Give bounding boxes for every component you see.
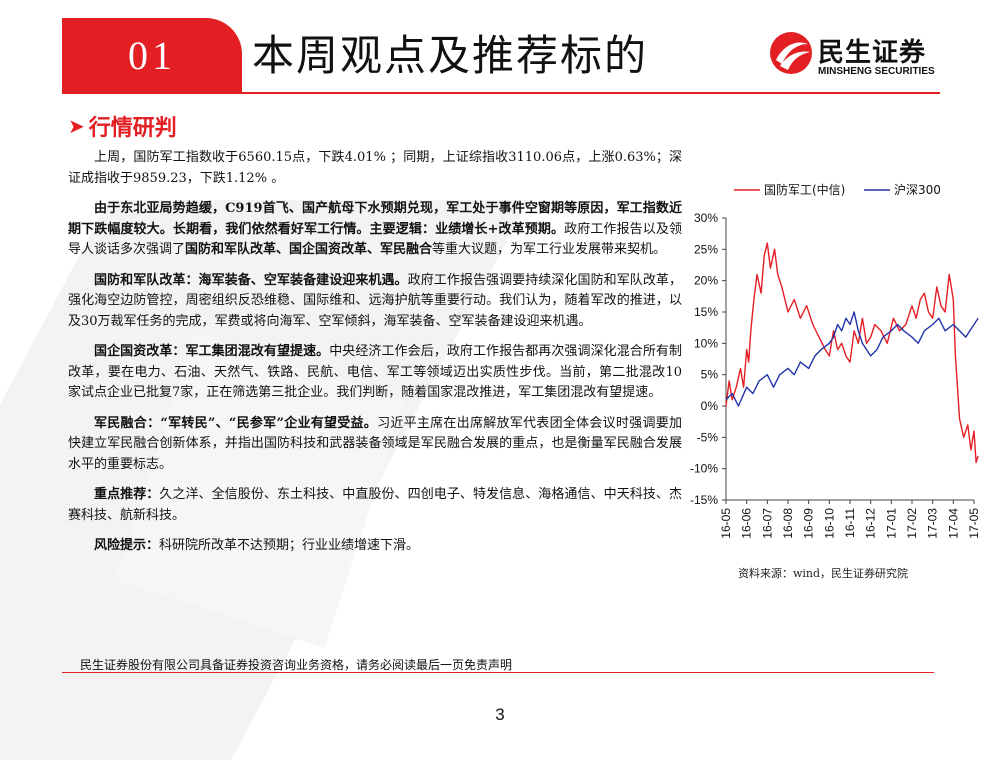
bold-text-segment: 国企国资改革：军工集团混改有望提速。 (94, 344, 330, 359)
y-tick-label: 5% (701, 368, 719, 382)
page-title: 本周观点及推荐标的 (252, 31, 649, 80)
series-line-0 (725, 242, 979, 464)
series-line-1 (725, 311, 979, 407)
logo-english-name: MINSHENG SECURITIES (818, 66, 935, 77)
x-tick-label: 16-08 (781, 508, 795, 539)
y-tick-label: 25% (694, 242, 718, 256)
x-tick-label: 17-04 (946, 508, 960, 539)
x-tick-label: 16-12 (864, 508, 878, 539)
text-segment: 政府工作报告强调要持续深化国防和军队改革，强化海空边防管控，周密组织反恐维稳、国… (68, 272, 682, 329)
paragraph: 由于东北亚局势趋缓，C919首飞、国产航母下水预期兑现，军工处于事件空窗期等原因… (68, 199, 682, 261)
x-tick-label: 16-10 (822, 508, 836, 539)
logo-chinese-name: 民生证券 (818, 38, 927, 68)
x-tick-label: 16-11 (843, 508, 857, 538)
y-tick-label: 15% (694, 305, 718, 319)
bold-text-segment: 国防和军队改革、国企国资改革、军民融合 (185, 242, 433, 257)
line-chart: 30% 25% 20% 15% 10% 5% 0% -5% -10% -15%16-05 16-06… (690, 182, 981, 539)
text-segment: 科研院所改革不达预期；行业业绩增速下滑。 (159, 538, 420, 553)
x-tick-label: 17-01 (884, 508, 898, 539)
title-divider (62, 92, 940, 94)
y-tick-label: -5% (697, 430, 719, 444)
paragraph: 军民融合：“军转民”、“民参军”企业有望受益。习近平主席在出席解放军代表团全体会… (68, 414, 682, 476)
text-segment: 等重大议题，为军工行业发展带来契机。 (432, 242, 667, 257)
chart-source: 资料来源：wind，民生证券研究院 (738, 567, 909, 580)
legend-label: 沪深300 (894, 183, 941, 197)
y-tick-label: 20% (694, 274, 718, 288)
bold-text-segment: 国防和军队改革：海军装备、空军装备建设迎来机遇。 (94, 272, 408, 288)
x-tick-label: 17-02 (905, 508, 919, 539)
y-tick-label: -10% (690, 462, 718, 476)
body-text: 上周，国防军工指数收于6560.15点，下跌4.01% ；同期，上证综指收311… (68, 148, 682, 567)
page-number: 3 (495, 705, 505, 724)
y-tick-label: 30% (694, 211, 718, 225)
x-tick-label: 16-07 (760, 508, 774, 539)
logo-emblem-icon (770, 32, 812, 74)
paragraph: 重点推荐：久之洋、全信股份、东土科技、中直股份、四创电子、特发信息、海格通信、中… (68, 485, 682, 526)
x-tick-label: 16-05 (719, 508, 733, 539)
footer-divider (62, 672, 934, 673)
paragraph: 风险提示：科研院所改革不达预期；行业业绩增速下滑。 (68, 536, 682, 557)
x-tick-label: 17-05 (967, 508, 981, 539)
text-segment: 久之洋、全信股份、东土科技、中直股份、四创电子、特发信息、海格通信、中天科技、杰… (68, 487, 682, 523)
paragraph: 国防和军队改革：海军装备、空军装备建设迎来机遇。政府工作报告强调要持续深化国防和… (68, 271, 682, 333)
section-heading: ➤ 行情研判 (68, 110, 177, 142)
y-tick-label: -15% (690, 493, 718, 507)
slide-number: 01 (128, 32, 176, 78)
paragraph: 国企国资改革：军工集团混改有望提速。中央经济工作会后，政府工作报告都再次强调深化… (68, 342, 682, 404)
bold-text-segment: 军民融合：“军转民”、“民参军”企业有望受益。 (94, 415, 378, 431)
x-tick-label: 17-03 (926, 508, 940, 539)
y-tick-label: 10% (694, 336, 718, 350)
footer-disclaimer: 民生证券股份有限公司具备证券投资咨询业务资格，请务必阅读最后一页免责声明 (80, 658, 513, 672)
x-tick-label: 16-09 (802, 508, 816, 539)
slide-number-tab: 01 (62, 18, 242, 92)
bold-text-segment: 由于东北亚局势趋缓，C919首飞、国产航母下水预期兑现，军工处于事件空窗期等原因… (68, 201, 682, 237)
bold-text-segment: 重点推荐： (94, 487, 160, 502)
section-label: 行情研判 (88, 116, 177, 141)
paragraph: 上周，国防军工指数收于6560.15点，下跌4.01% ；同期，上证综指收311… (68, 148, 682, 189)
text-segment: 上周，国防军工指数收于6560.15点，下跌4.01% ；同期，上证综指收311… (68, 150, 682, 186)
bold-text-segment: 风险提示： (94, 538, 160, 553)
y-tick-label: 0% (701, 399, 719, 413)
x-tick-label: 16-06 (740, 508, 754, 539)
text-segment: 政府工作报告以及领导人谈话多次强调了 (68, 221, 682, 258)
triangle-right-icon: ➤ (68, 114, 85, 138)
text-segment: 习近平主席在出席解放军代表团全体会议时强调要加快建立军民融合创新体系，并指出国防… (68, 415, 682, 472)
legend-label: 国防军工(中信) (764, 182, 845, 197)
text-segment: 中央经济工作会后，政府工作报告都再次强调深化混合所有制改革，要在电力、石油、天然… (68, 344, 682, 400)
